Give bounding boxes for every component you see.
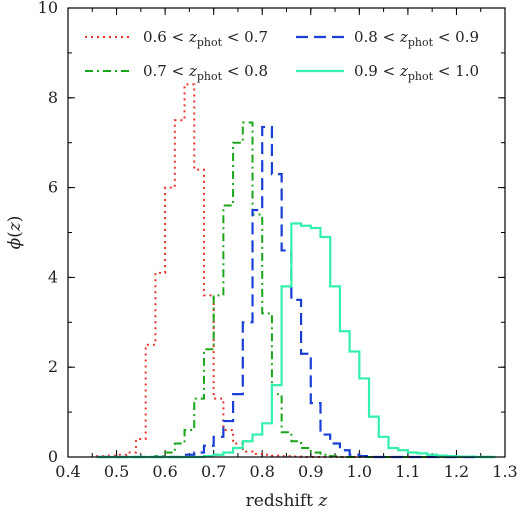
series-line-1 [96, 83, 496, 458]
x-tick-label: 1.0 [347, 462, 372, 481]
series-line-2 [97, 121, 496, 458]
legend-label-3: 0.8 < zphot < 0.9 [354, 28, 479, 49]
y-tick-label: 2 [48, 357, 58, 376]
y-axis-title: ϕ(z) [5, 216, 25, 250]
plot-frame [67, 7, 506, 458]
x-tick-label: 0.7 [201, 462, 226, 481]
legend-label-4: 0.9 < zphot < 1.0 [354, 62, 479, 83]
x-axis-title: redshift z [246, 491, 329, 511]
series-line-4 [97, 222, 496, 459]
x-tick-label: 0.9 [298, 462, 323, 481]
series-group [96, 83, 496, 459]
y-tick-label: 6 [48, 178, 58, 197]
y-tick-label: 4 [48, 267, 58, 286]
x-tick-label: 0.6 [152, 462, 177, 481]
x-tick-label: 0.4 [55, 462, 80, 481]
legend-label-1: 0.6 < zphot < 0.7 [143, 28, 268, 49]
series-line-3 [97, 125, 496, 459]
legend-label-2: 0.7 < zphot < 0.8 [143, 62, 268, 83]
x-tick-label: 1.1 [395, 462, 420, 481]
x-tick-label: 1.3 [492, 462, 517, 481]
y-tick-label: 8 [48, 88, 58, 107]
x-tick-label: 0.5 [104, 462, 129, 481]
ticks-group: 0.4 0.5 0.6 0.7 0.8 0.9 1.0 1.1 1.2 1.3 0 2 4 6 8 10 [38, 0, 518, 481]
y-tick-label: 10 [38, 0, 58, 17]
x-tick-label: 1.2 [444, 462, 469, 481]
legend: 0.6 < zphot < 0.7 0.8 < zphot < 0.9 0.7 < … [85, 28, 479, 83]
x-tick-label: 0.8 [249, 462, 274, 481]
y-tick-label: 0 [48, 447, 58, 466]
